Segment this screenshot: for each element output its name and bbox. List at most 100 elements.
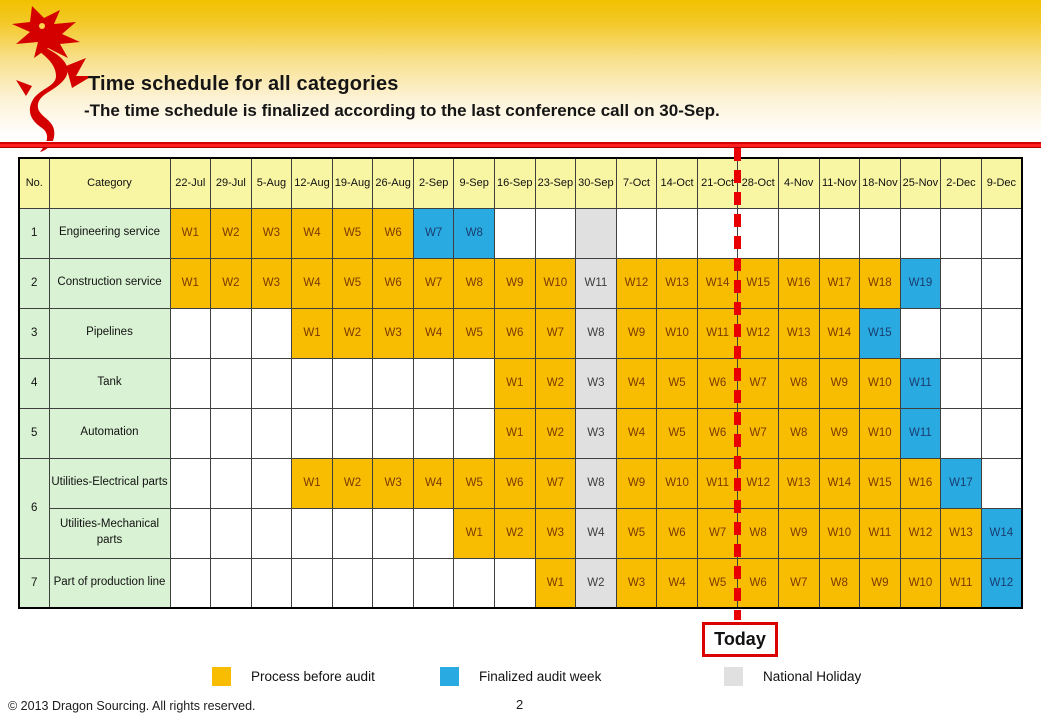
week-column-header: 29-Jul <box>210 157 252 209</box>
schedule-cell <box>412 407 455 459</box>
schedule-cell <box>250 407 293 459</box>
schedule-cell <box>210 557 252 609</box>
schedule-cell: W15 <box>859 457 901 509</box>
schedule-cell <box>250 307 293 359</box>
schedule-table: No. Category 22-Jul 29-Jul 5-Aug 12-Aug 19-Aug… <box>18 157 1023 609</box>
row-number: 6 <box>18 457 50 559</box>
schedule-cell <box>494 207 536 259</box>
schedule-row: 7 Part of production line W1 W2 W3 W4 W5 W6 W7 W8… <box>18 557 1023 609</box>
schedule-cell: W16 <box>899 457 942 509</box>
schedule-cell: W4 <box>412 457 455 509</box>
schedule-cell: W12 <box>980 557 1023 609</box>
schedule-cell: W1 <box>453 507 495 559</box>
schedule-cell: W7 <box>777 557 820 609</box>
finalized-audit-week-swatch <box>440 667 459 686</box>
week-column-header: 9-Dec <box>980 157 1023 209</box>
schedule-cell: W9 <box>777 507 820 559</box>
schedule-cell <box>980 207 1023 259</box>
schedule-cell <box>940 307 982 359</box>
schedule-cell <box>372 507 414 559</box>
schedule-cell <box>980 307 1023 359</box>
schedule-cell <box>980 407 1023 459</box>
schedule-cell: W4 <box>615 407 658 459</box>
schedule-cell <box>412 557 455 609</box>
schedule-cell: W7 <box>737 357 779 409</box>
week-column-header: 2-Dec <box>940 157 982 209</box>
schedule-cell: W14 <box>818 457 861 509</box>
schedule-cell <box>331 407 374 459</box>
week-column-header: 18-Nov <box>859 157 901 209</box>
schedule-cell: W5 <box>656 357 698 409</box>
dragon-body <box>29 48 68 152</box>
schedule-cell <box>940 257 982 309</box>
schedule-cell <box>453 557 495 609</box>
schedule-cell: W6 <box>656 507 698 559</box>
week-column-header: 11-Nov <box>818 157 861 209</box>
schedule-cell <box>412 507 455 559</box>
schedule-cell <box>250 457 293 509</box>
schedule-cell <box>169 307 212 359</box>
category-cell: Engineering service <box>48 207 171 259</box>
schedule-cell: W5 <box>453 457 495 509</box>
schedule-cell <box>250 507 293 559</box>
schedule-cell: W5 <box>656 407 698 459</box>
schedule-cell: W2 <box>534 407 577 459</box>
schedule-cell <box>372 407 414 459</box>
row-number: 3 <box>18 307 50 359</box>
schedule-cell: W1 <box>494 357 536 409</box>
schedule-cell: W10 <box>899 557 942 609</box>
schedule-cell: W2 <box>331 307 374 359</box>
schedule-cell: W4 <box>291 207 333 259</box>
row-number: 5 <box>18 407 50 459</box>
table-header-row: No. Category 22-Jul 29-Jul 5-Aug 12-Aug 19-Aug… <box>18 157 1023 209</box>
schedule-cell <box>331 357 374 409</box>
row-number: 1 <box>18 207 50 259</box>
schedule-cell <box>169 357 212 409</box>
schedule-cell <box>169 457 212 509</box>
schedule-cell: W13 <box>777 457 820 509</box>
today-label-box: Today <box>702 622 778 657</box>
week-column-header: 4-Nov <box>777 157 820 209</box>
week-column-header: 14-Oct <box>656 157 698 209</box>
today-dashed-line <box>734 148 741 620</box>
schedule-cell: W3 <box>534 507 577 559</box>
schedule-cell: W5 <box>696 557 739 609</box>
schedule-cell: W9 <box>494 257 536 309</box>
schedule-row: 2 Construction service W1 W2 W3 W4 W5 W6 W7 W8 W9 W… <box>18 257 1023 309</box>
week-column-header: 2-Sep <box>412 157 455 209</box>
schedule-cell: W4 <box>412 307 455 359</box>
schedule-cell <box>494 557 536 609</box>
week-column-header: 23-Sep <box>534 157 577 209</box>
schedule-cell: W6 <box>494 307 536 359</box>
schedule-cell: W4 <box>575 507 617 559</box>
schedule-cell <box>250 357 293 409</box>
corner-header: Category <box>48 157 171 209</box>
week-column-header: 16-Sep <box>494 157 536 209</box>
week-column-header: 21-Oct <box>696 157 739 209</box>
page-number: 2 <box>516 697 524 712</box>
schedule-cell: W4 <box>291 257 333 309</box>
schedule-cell: W1 <box>534 557 577 609</box>
schedule-row: Utilities-Mechanical parts W1 W2 W3 W4 W5 W6 W7… <box>19 507 1023 559</box>
schedule-cell <box>777 207 820 259</box>
schedule-cell <box>412 357 455 409</box>
schedule-cell: W3 <box>575 357 617 409</box>
schedule-cell: W8 <box>453 257 495 309</box>
week-column-header: 19-Aug <box>331 157 374 209</box>
schedule-cell: W12 <box>899 507 942 559</box>
today-label: Today <box>714 629 766 649</box>
slide-header: Time schedule for all categories -The ti… <box>0 0 1041 152</box>
schedule-cell: W12 <box>615 257 658 309</box>
schedule-cell <box>696 207 739 259</box>
schedule-cell: W9 <box>859 557 901 609</box>
schedule-cell: W8 <box>818 557 861 609</box>
schedule-cell: W11 <box>696 307 739 359</box>
schedule-cell: W7 <box>737 407 779 459</box>
week-column-header: 7-Oct <box>615 157 658 209</box>
schedule-cell: W5 <box>331 207 374 259</box>
category-cell: Construction service <box>48 257 171 309</box>
schedule-cell: W7 <box>696 507 739 559</box>
schedule-cell: W5 <box>453 307 495 359</box>
week-column-header: 5-Aug <box>250 157 293 209</box>
schedule-cell: W17 <box>818 257 861 309</box>
